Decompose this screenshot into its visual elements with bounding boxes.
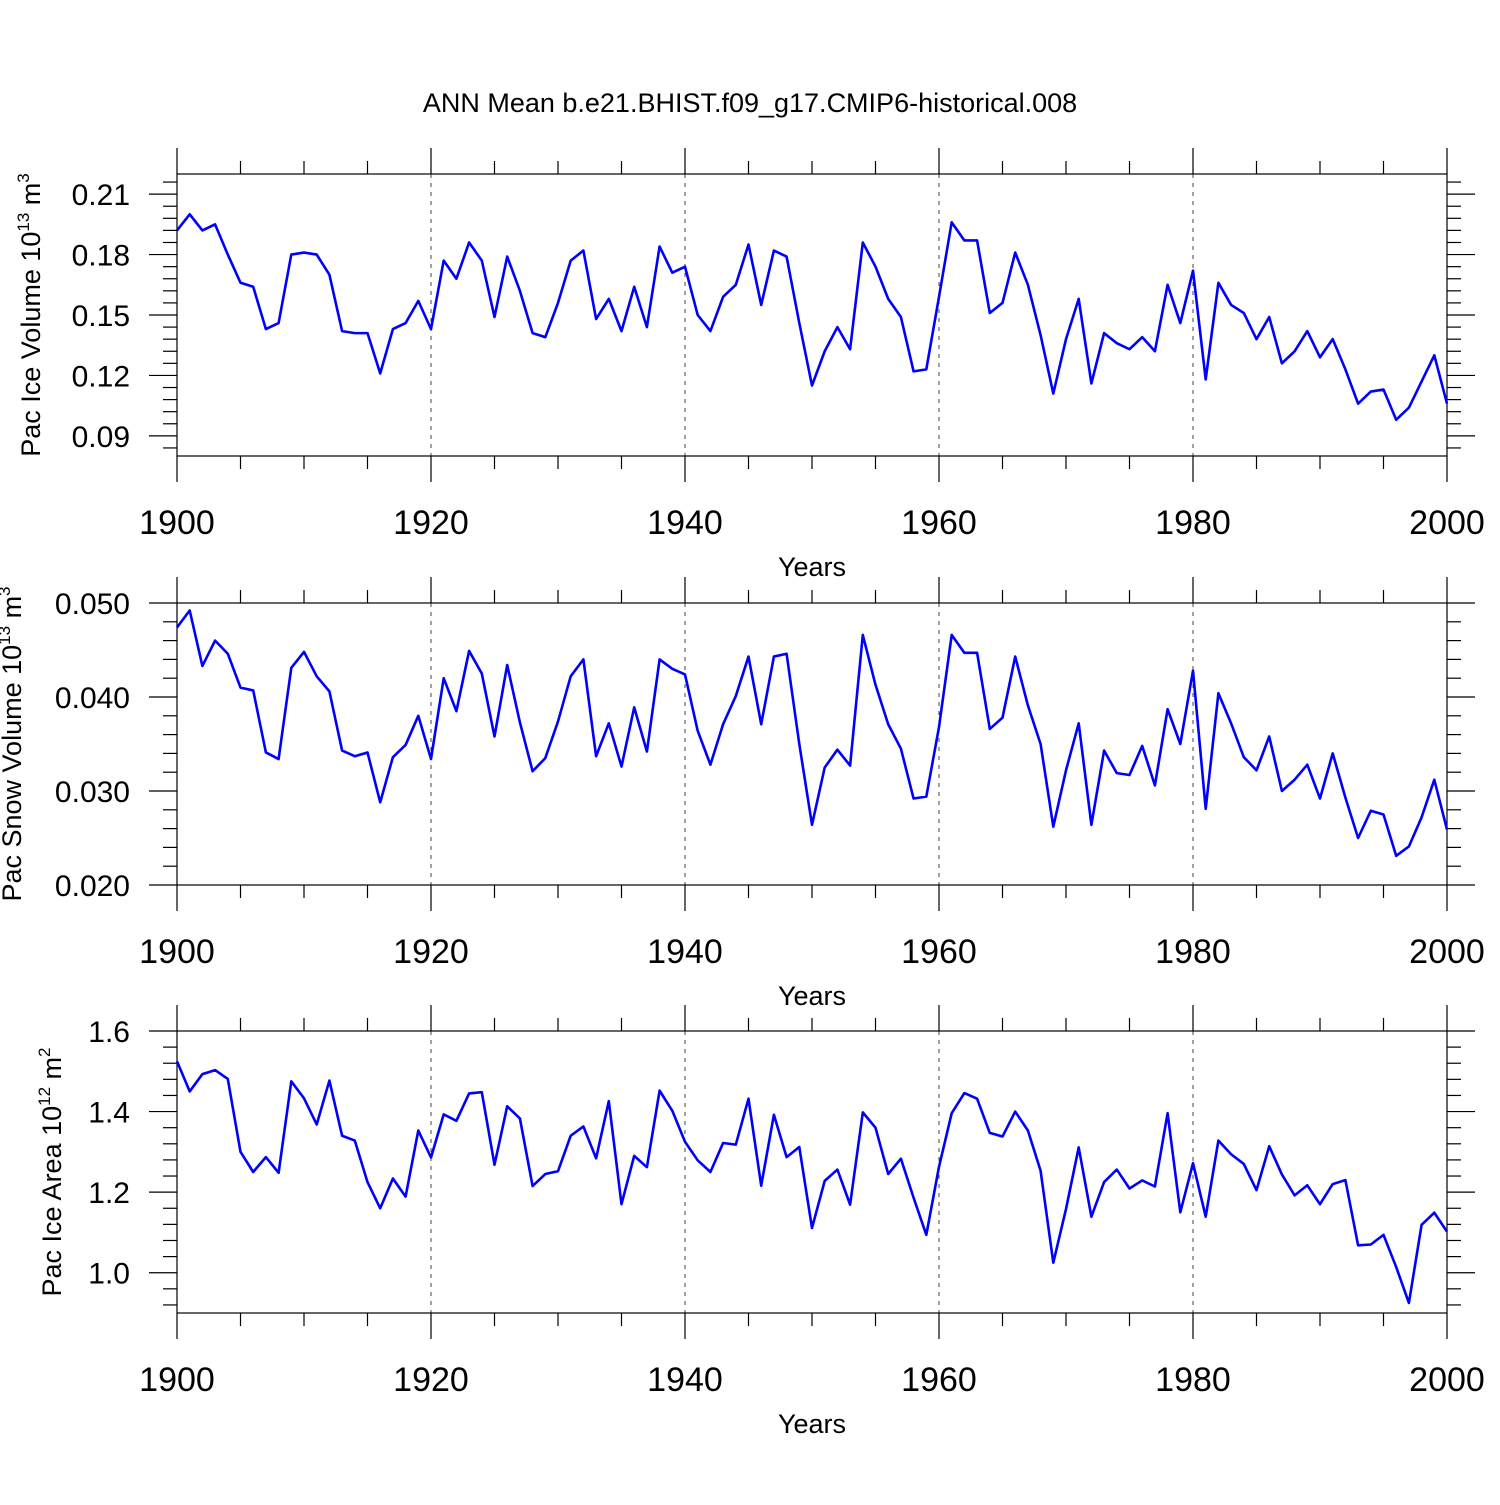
y-tick-label: 1.6 — [88, 1016, 130, 1049]
x-tick-label: 1940 — [647, 933, 723, 971]
x-axis-label: Years — [778, 552, 846, 582]
y-axis-label-exponent: 3 — [0, 586, 14, 595]
plot-frame — [176, 173, 1448, 457]
y-axis-label-exponent: 13 — [0, 626, 14, 645]
y-tick-label: 0.050 — [55, 588, 130, 621]
plot-frame — [176, 602, 1448, 886]
figure-title: ANN Mean b.e21.BHIST.f09_g17.CMIP6-histo… — [423, 88, 1077, 118]
x-tick-label: 1940 — [647, 504, 723, 542]
y-axis-label-exponent: 3 — [14, 173, 33, 182]
series-line — [175, 212, 1449, 422]
y-axis-label-text: m — [16, 183, 46, 213]
x-tick-label: 2000 — [1409, 933, 1485, 971]
x-tick-label: 2000 — [1409, 1361, 1485, 1399]
x-tick-label: 1960 — [901, 504, 977, 542]
x-tick-label: 1900 — [139, 1361, 215, 1399]
plot-frame — [176, 1030, 1448, 1314]
x-tick-label: 1960 — [901, 933, 977, 971]
y-tick-label: 0.09 — [72, 421, 130, 454]
y-axis-label-text: Pac Snow Volume 10 — [0, 645, 27, 902]
y-tick-label: 0.020 — [55, 870, 130, 903]
y-tick-label: 1.0 — [88, 1258, 130, 1291]
x-tick-label: 1980 — [1155, 1361, 1231, 1399]
x-tick-label: 1960 — [901, 1361, 977, 1399]
series-line — [175, 1060, 1449, 1305]
y-tick-label: 0.21 — [72, 179, 130, 212]
y-axis-label: Pac Ice Area 1012 m2 — [35, 1047, 67, 1296]
x-tick-label: 1980 — [1155, 933, 1231, 971]
y-axis-label-exponent: 12 — [35, 1087, 54, 1106]
y-axis-label: Pac Snow Volume 1013 m3 — [0, 586, 27, 901]
y-axis-label-exponent: 2 — [35, 1047, 54, 1056]
x-axis-label: Years — [778, 981, 846, 1011]
y-axis-label: Pac Ice Volume 1013 m3 — [14, 173, 46, 457]
panel-3: 1900 1920 1940 1960 1980 2000 1.0 1.2 1.4 1.6 Year… — [35, 1005, 1485, 1439]
y-tick-label: 0.030 — [55, 776, 130, 809]
y-axis-label-text: m — [0, 596, 27, 626]
panel-1: 1900 1920 1940 1960 1980 2000 0.09 0.12 0.15 0.18… — [14, 148, 1485, 582]
y-axis-label-text: Pac Ice Area 10 — [37, 1106, 67, 1297]
series-line — [175, 609, 1449, 858]
y-tick-label: 0.12 — [72, 360, 130, 393]
y-axis-label-text: Pac Ice Volume 10 — [16, 232, 46, 457]
x-tick-label: 1920 — [393, 933, 469, 971]
panel-2: 1900 1920 1940 1960 1980 2000 0.020 0.030 0.040 0… — [0, 577, 1485, 1011]
y-tick-label: 0.040 — [55, 682, 130, 715]
x-tick-label: 1980 — [1155, 504, 1231, 542]
x-tick-label: 1920 — [393, 504, 469, 542]
x-axis-label: Years — [778, 1409, 846, 1439]
x-tick-label: 1900 — [139, 504, 215, 542]
x-tick-label: 1900 — [139, 933, 215, 971]
y-axis-label-exponent: 13 — [14, 213, 33, 232]
y-tick-label: 0.15 — [72, 300, 130, 333]
y-tick-label: 1.4 — [88, 1097, 130, 1130]
y-tick-label: 1.2 — [88, 1177, 130, 1210]
x-tick-label: 1940 — [647, 1361, 723, 1399]
y-tick-label: 0.18 — [72, 240, 130, 273]
x-tick-label: 2000 — [1409, 504, 1485, 542]
y-axis-label-text: m — [37, 1057, 67, 1087]
x-tick-label: 1920 — [393, 1361, 469, 1399]
